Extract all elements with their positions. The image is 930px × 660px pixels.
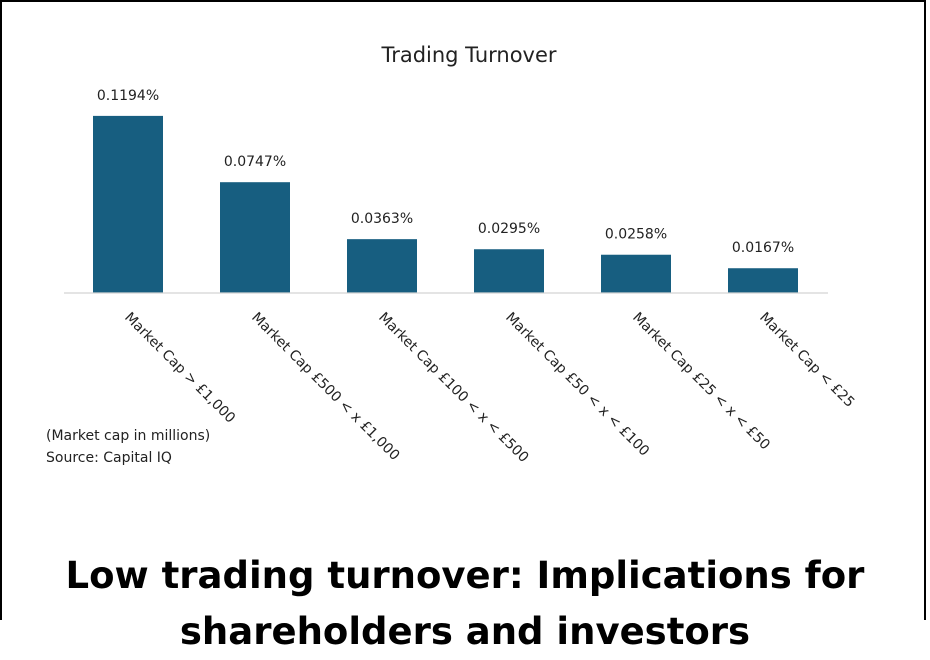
unit-note: (Market cap in millions) bbox=[46, 428, 211, 444]
bar-1 bbox=[93, 115, 163, 293]
value-label-2: 0.0747% bbox=[224, 154, 286, 170]
headline-line-2: shareholders and investors bbox=[179, 610, 751, 653]
value-label-5: 0.0258% bbox=[605, 227, 667, 243]
category-label-6: Market Cap < £25 bbox=[756, 310, 857, 411]
bar-4 bbox=[474, 249, 544, 293]
category-label-2: Market Cap £500 < x £1,000 bbox=[248, 310, 402, 464]
value-label-1: 0.1194% bbox=[97, 88, 159, 104]
category-label-4: Market Cap £50 < x < £100 bbox=[502, 310, 652, 460]
category-label-3: Market Cap £100 < x < £500 bbox=[375, 310, 531, 466]
value-label-3: 0.0363% bbox=[351, 211, 413, 227]
value-label-6: 0.0167% bbox=[732, 240, 794, 256]
bar-6 bbox=[728, 268, 798, 293]
headline-line-1: Low trading turnover: Implications for bbox=[65, 554, 865, 597]
image-frame bbox=[0, 0, 926, 620]
headline: Low trading turnover: Implications for s… bbox=[0, 548, 930, 660]
category-label-1: Market Cap > £1,000 bbox=[121, 310, 238, 427]
bar-2 bbox=[220, 182, 290, 293]
bar-chart: Trading Turnover 0.1194% 0.0747% 0.0363% 0.… bbox=[64, 43, 857, 466]
source-note: Source: Capital IQ bbox=[46, 450, 172, 466]
bar-5 bbox=[601, 254, 671, 293]
chart-title: Trading Turnover bbox=[380, 43, 556, 67]
bar-3 bbox=[347, 239, 417, 293]
value-label-4: 0.0295% bbox=[478, 221, 540, 237]
category-label-5: Market Cap £25 < x < £50 bbox=[629, 310, 773, 454]
